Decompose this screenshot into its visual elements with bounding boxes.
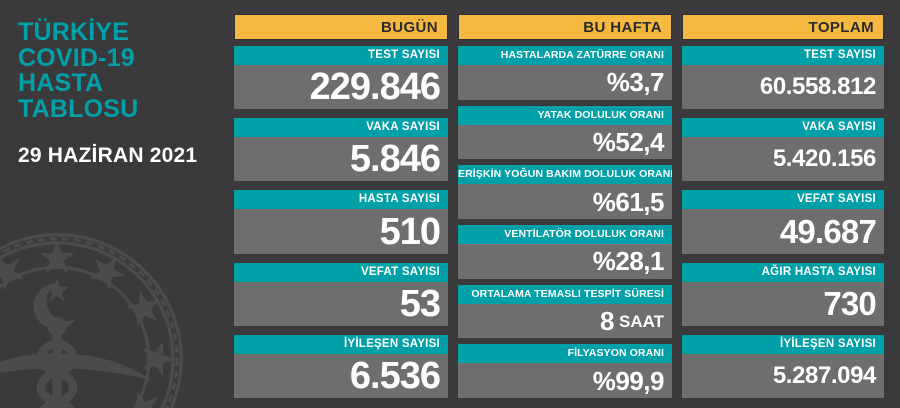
- stat-label: AĞIR HASTA SAYISI: [682, 262, 884, 282]
- stat-value-unit: SAAT: [618, 311, 664, 331]
- stat-row: İYİLEŞEN SAYISI 5.287.094: [682, 334, 884, 399]
- stat-value: 5.420.156: [682, 137, 884, 182]
- stat-value: 60.558.812: [682, 65, 884, 110]
- title-line-4: TABLOSU: [18, 94, 139, 123]
- stat-row: ERİŞKİN YOĞUN BAKIM DOLULUK ORANI %61,5: [458, 165, 672, 220]
- stat-row: FİLYASYON ORANI %99,9: [458, 344, 672, 399]
- stat-value: %3,7: [458, 65, 672, 100]
- stat-value: 510: [234, 209, 448, 254]
- stat-value: 8 SAAT: [458, 303, 672, 339]
- title-line-1: TÜRKİYE: [18, 18, 130, 46]
- page-title: TÜRKİYE COVID-19 HASTA TABLOSU: [18, 18, 228, 123]
- stat-value: 6.536: [234, 353, 448, 399]
- turkish-ministry-of-health-emblem-icon: [0, 233, 183, 408]
- stat-value-number: 8: [600, 306, 614, 337]
- stat-label: VEFAT SAYISI: [682, 190, 884, 210]
- stat-value: 5.287.094: [682, 353, 884, 399]
- stat-label: VENTİLATÖR DOLULUK ORANI: [458, 225, 672, 245]
- stat-value: 229.846: [234, 65, 448, 110]
- stat-row: AĞIR HASTA SAYISI 730: [682, 262, 884, 326]
- column-total: TOPLAM TEST SAYISI 60.558.812 VAKA SAYIS…: [682, 0, 884, 408]
- stat-row: İYİLEŞEN SAYISI 6.536: [234, 334, 448, 399]
- column-header-week: BU HAFTA: [458, 14, 672, 40]
- stat-label: ORTALAMA TEMASLI TESPİT SÜRESİ: [458, 284, 672, 304]
- stat-value: 49.687: [682, 209, 884, 254]
- stat-row: HASTALARDA ZATÜRRE ORANI %3,7: [458, 46, 672, 100]
- stat-label: TEST SAYISI: [234, 46, 448, 65]
- stat-value: %52,4: [458, 124, 672, 160]
- stat-label: ERİŞKİN YOĞUN BAKIM DOLULUK ORANI: [458, 165, 672, 185]
- stat-row: VEFAT SAYISI 49.687: [682, 190, 884, 254]
- stat-label: HASTA SAYISI: [234, 190, 448, 210]
- stat-value: %99,9: [458, 363, 672, 399]
- stat-value: 5.846: [234, 137, 448, 182]
- title-line-3: HASTA: [18, 69, 104, 97]
- stat-row: VEFAT SAYISI 53: [234, 262, 448, 326]
- stat-row: VAKA SAYISI 5.420.156: [682, 118, 884, 182]
- stat-row: ORTALAMA TEMASLI TESPİT SÜRESİ 8 SAAT: [458, 284, 672, 339]
- report-date: 29 HAZİRAN 2021: [18, 144, 198, 167]
- stat-row: HASTA SAYISI 510: [234, 190, 448, 254]
- stat-label: FİLYASYON ORANI: [458, 344, 672, 364]
- title-panel: TÜRKİYE COVID-19 HASTA TABLOSU 29 HAZİRA…: [0, 0, 230, 408]
- stat-label: VAKA SAYISI: [234, 118, 448, 138]
- stat-label: İYİLEŞEN SAYISI: [682, 334, 884, 354]
- stat-row: TEST SAYISI 60.558.812: [682, 46, 884, 110]
- stat-label: VAKA SAYISI: [682, 118, 884, 138]
- title-line-2: COVID-19: [18, 43, 135, 72]
- stat-value: %61,5: [458, 184, 672, 220]
- stat-value: 53: [234, 281, 448, 326]
- stat-value: 730: [682, 281, 884, 326]
- stat-row: VENTİLATÖR DOLULUK ORANI %28,1: [458, 225, 672, 279]
- stat-label: TEST SAYISI: [682, 46, 884, 65]
- stat-label: YATAK DOLULUK ORANI: [458, 105, 672, 125]
- column-week: BU HAFTA HASTALARDA ZATÜRRE ORANI %3,7 Y…: [458, 0, 672, 408]
- column-header-total: TOPLAM: [682, 14, 884, 40]
- stat-label: İYİLEŞEN SAYISI: [234, 334, 448, 354]
- stat-row: YATAK DOLULUK ORANI %52,4: [458, 105, 672, 160]
- column-header-today: BUGÜN: [234, 14, 448, 40]
- stat-row: VAKA SAYISI 5.846: [234, 118, 448, 182]
- column-today: BUGÜN TEST SAYISI 229.846 VAKA SAYISI 5.…: [234, 0, 448, 408]
- stat-row: TEST SAYISI 229.846: [234, 46, 448, 110]
- stat-label: HASTALARDA ZATÜRRE ORANI: [458, 46, 672, 65]
- stat-value: %28,1: [458, 244, 672, 279]
- stat-label: VEFAT SAYISI: [234, 262, 448, 282]
